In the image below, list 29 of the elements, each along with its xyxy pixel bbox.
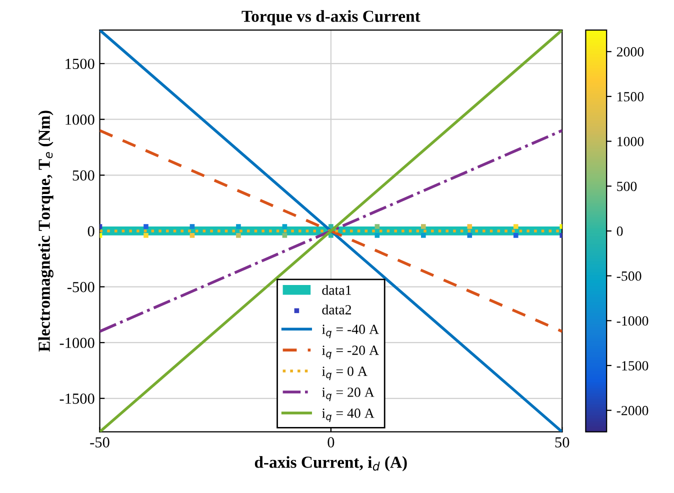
x-axis-title: d-axis Current, i$_{d}$ (A) [254, 456, 407, 472]
y-axis-title: Electromagnetic Torque, T$_{e}$ (Nm) [38, 110, 54, 352]
x-tick-label: -50 [90, 437, 110, 448]
color-bar-label: 1000 [618, 136, 644, 146]
y-tick-label: 500 [72, 170, 94, 181]
y-tick-label: 1000 [66, 114, 94, 125]
color-bar-label: -2000 [616, 406, 648, 416]
legend-label: i$_{q}$ = -40 A [322, 324, 379, 338]
color-bar-label: -1000 [616, 316, 648, 326]
chart-title: Torque vs d-axis Current [242, 10, 420, 26]
legend-label: data1 [322, 285, 351, 295]
y-tick-label: 0 [88, 226, 94, 236]
color-bar-label: -1500 [616, 361, 648, 370]
legend-label: i$_{q}$ = 0 A [322, 366, 368, 380]
color-bar-label: 1500 [618, 92, 644, 102]
x-tick-label: 50 [555, 437, 570, 448]
legend-label: data2 [322, 304, 352, 314]
legend-label: i$_{q}$ = 20 A [322, 388, 374, 402]
x-tick-label: 0 [328, 437, 334, 448]
color-bar-label: -500 [616, 271, 642, 281]
legend-label: i$_{q}$ = 40 A [322, 408, 374, 422]
color-bar-label: 0 [616, 226, 623, 236]
y-tick-label: -500 [67, 282, 94, 292]
color-bar-label: 2000 [616, 47, 644, 57]
y-tick-label: -1000 [60, 338, 94, 348]
y-tick-label: -1500 [60, 394, 94, 404]
legend-label: i$_{q}$ = -20 A [322, 346, 379, 360]
y-tick-label: 1500 [66, 58, 94, 70]
color-bar-label: 500 [617, 182, 637, 192]
